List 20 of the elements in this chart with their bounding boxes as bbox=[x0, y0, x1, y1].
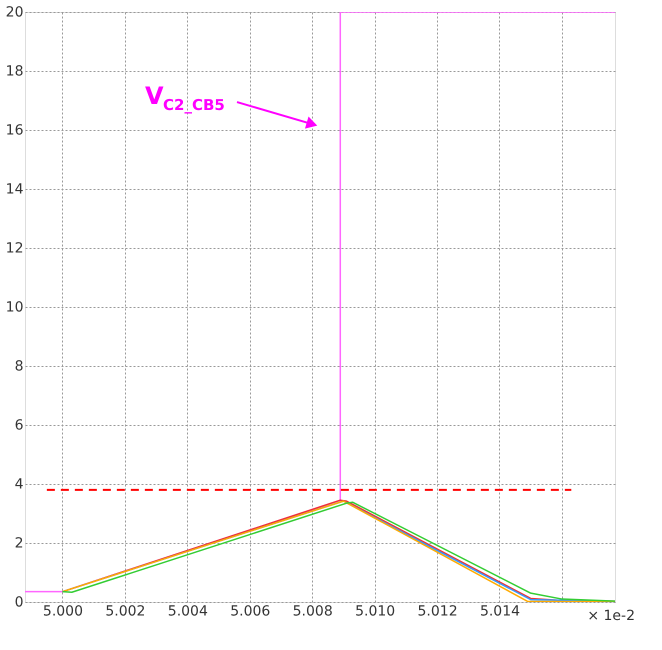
x-tick-label: 5.014 bbox=[480, 604, 520, 620]
text: × 1e-2 bbox=[587, 608, 635, 624]
y-tick-label: 0 bbox=[14, 594, 24, 610]
x-tick-label: 5.012 bbox=[418, 604, 458, 620]
x-tick-label: 5.010 bbox=[355, 604, 396, 620]
y-tick-label: 10 bbox=[6, 300, 24, 316]
x-tick-label: 5.008 bbox=[292, 604, 333, 620]
y-tick-label: 2 bbox=[14, 536, 24, 552]
y-tick-label: 18 bbox=[6, 64, 24, 80]
y-tick-label: 12 bbox=[6, 240, 24, 256]
x-tick-label: 5.006 bbox=[230, 604, 270, 620]
x-tick-label: 5.004 bbox=[168, 604, 208, 620]
x-tick-label: 5.002 bbox=[105, 604, 146, 620]
x-tick-label: 5.000 bbox=[42, 604, 84, 620]
y-tick-label: 8 bbox=[14, 358, 24, 374]
y-tick-label: 4 bbox=[14, 476, 24, 492]
y-tick-label: 16 bbox=[6, 122, 24, 138]
y-tick-label: 6 bbox=[14, 418, 24, 434]
y-tick-label: 20 bbox=[6, 4, 24, 20]
y-tick-label: 14 bbox=[6, 182, 24, 198]
